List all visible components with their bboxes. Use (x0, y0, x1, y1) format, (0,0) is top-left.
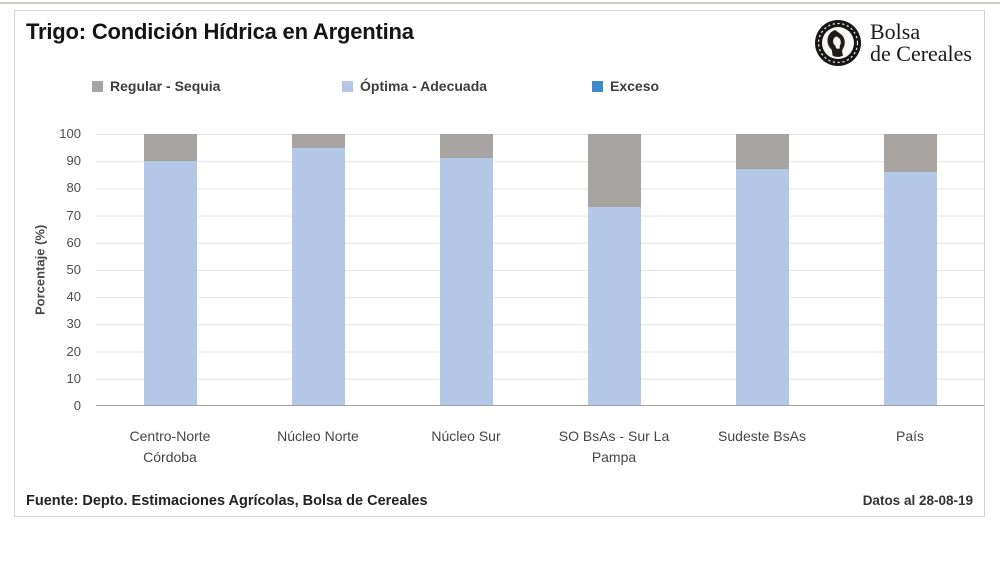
legend-label: Regular - Sequia (110, 78, 221, 94)
bar-segment (439, 134, 493, 159)
x-axis-category-label: Sudeste BsAs (688, 426, 836, 468)
x-axis-category-text: Núcleo Sur (431, 428, 501, 444)
bar-segment (735, 134, 789, 170)
x-axis-category-label: Núcleo Norte (244, 426, 392, 468)
stacked-bar (439, 134, 493, 405)
bars-container (96, 134, 984, 405)
bar-segment (735, 169, 789, 405)
chart-legend: Regular - Sequia Óptima - Adecuada Exceso (15, 77, 984, 95)
legend-swatch-icon (592, 80, 603, 92)
bolsa-logo-line2: de Cereales (870, 41, 972, 66)
page-top-rule (0, 2, 1000, 4)
chart-frame: Trigo: Condición Hídrica en Argentina Bo… (14, 10, 985, 517)
y-tick-label: 20 (66, 343, 81, 359)
data-date: Datos al 28-08-19 (862, 493, 973, 508)
bar-slot (836, 134, 984, 405)
stacked-bar (735, 134, 789, 405)
y-axis-ticks: 0 10 20 30 40 50 60 70 80 90 100 (35, 126, 81, 413)
legend-label: Exceso (610, 78, 660, 94)
bar-segment (439, 158, 493, 405)
x-axis-category-label: Centro-Norte Córdoba (96, 426, 244, 468)
x-axis-category-label: País (836, 426, 984, 468)
y-tick-label: 10 (66, 370, 81, 386)
bar-segment (883, 134, 937, 172)
legend-swatch-icon (342, 80, 353, 92)
x-axis-category-label: SO BsAs - Sur La Pampa (540, 426, 688, 468)
stacked-bar (143, 134, 197, 405)
y-tick-label: 80 (66, 180, 81, 196)
y-tick-label: 50 (66, 262, 81, 277)
bar-segment (291, 134, 345, 148)
y-tick-label: 60 (66, 234, 81, 250)
y-tick-label: 70 (66, 207, 81, 223)
bolsa-logo: Bolsa de Cereales (814, 19, 972, 67)
x-axis-category-label: Núcleo Sur (392, 426, 540, 468)
stacked-bar (883, 134, 937, 405)
x-axis-category-text: País (895, 428, 924, 444)
x-axis-labels: Centro-Norte Córdoba Núcleo Norte Núcleo S… (96, 426, 984, 468)
bar-slot (96, 134, 244, 405)
bar-segment (587, 134, 641, 208)
bar-slot (540, 134, 688, 405)
plot-area (96, 134, 984, 406)
y-tick-label: 100 (59, 126, 81, 141)
legend-label: Óptima - Adecuada (360, 78, 488, 94)
bar-segment (291, 147, 345, 405)
bar-slot (688, 134, 836, 405)
bar-slot (392, 134, 540, 405)
chart-title: Trigo: Condición Hídrica en Argentina (26, 19, 414, 44)
y-tick-label: 90 (66, 153, 81, 169)
x-axis-category-text: Centro-Norte Córdoba (129, 428, 211, 465)
legend-item: Regular - Sequia (92, 78, 342, 94)
legend-swatch-icon (92, 80, 103, 92)
chart-footer: Fuente: Depto. Estimaciones Agrícolas, B… (26, 493, 973, 509)
bar-segment (143, 134, 197, 162)
y-tick-label: 0 (73, 398, 81, 413)
stacked-bar (291, 134, 345, 405)
bar-segment (587, 207, 641, 405)
legend-item: Óptima - Adecuada (342, 78, 592, 94)
x-axis-category-text: Sudeste BsAs (718, 428, 806, 444)
bolsa-logo-line1: Bolsa (870, 18, 921, 44)
y-tick-label: 40 (66, 289, 81, 305)
bolsa-logo-text: Bolsa de Cereales (870, 18, 972, 66)
bar-segment (883, 171, 937, 405)
x-axis-category-text: SO BsAs - Sur La Pampa (558, 428, 670, 465)
bolsa-emblem-icon (815, 20, 861, 66)
y-tick-label: 30 (66, 316, 81, 332)
source-note: Fuente: Depto. Estimaciones Agrícolas, B… (26, 493, 428, 509)
bar-segment (143, 161, 197, 405)
bar-slot (244, 134, 392, 405)
legend-item: Exceso (592, 78, 842, 94)
x-axis-category-text: Núcleo Norte (277, 428, 359, 444)
stacked-bar (587, 134, 641, 405)
